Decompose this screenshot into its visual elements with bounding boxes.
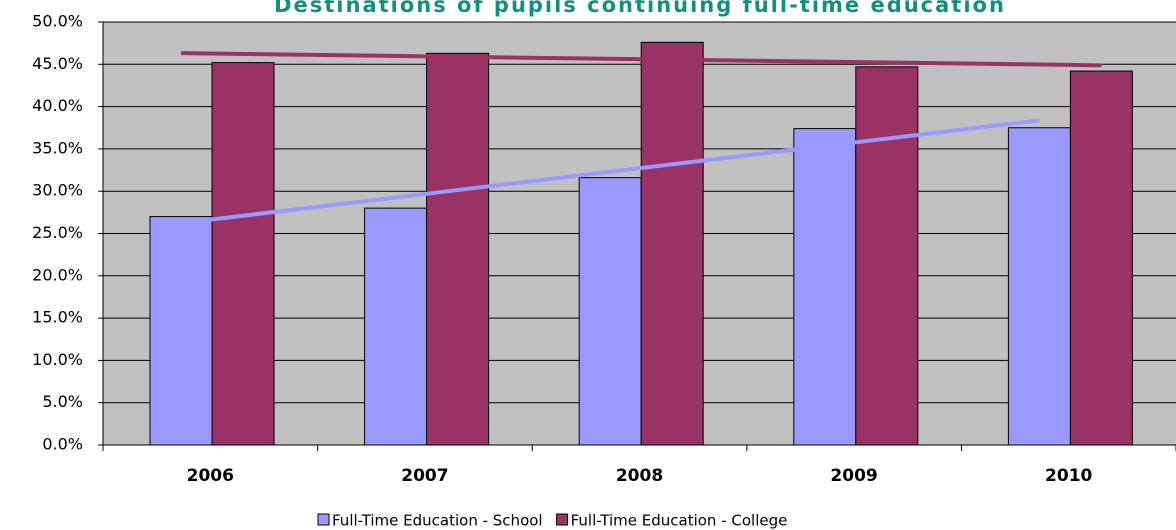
- x-tick-label: 2010: [1045, 466, 1092, 486]
- trendline: [180, 118, 1040, 226]
- legend-swatch: [556, 513, 569, 526]
- bar: [149, 216, 213, 446]
- bar: [855, 66, 919, 446]
- legend-swatch: [317, 513, 330, 526]
- x-tick-label: 2009: [830, 466, 877, 486]
- bar: [578, 177, 642, 446]
- x-tick-label: 2006: [187, 466, 234, 486]
- bar: [1069, 70, 1133, 446]
- chart-title: Destinations of pupils continuing full-t…: [274, 0, 1006, 17]
- y-tick-label: 45.0%: [32, 54, 83, 73]
- x-tick-label: 2008: [616, 466, 663, 486]
- y-tick-label: 5.0%: [42, 392, 83, 411]
- bar: [364, 207, 428, 446]
- bar: [793, 128, 857, 446]
- y-tick-label: 20.0%: [32, 265, 83, 284]
- y-tick-label: 0.0%: [42, 435, 83, 454]
- y-tick-label: 15.0%: [32, 308, 83, 327]
- y-tick-label: 25.0%: [32, 223, 83, 242]
- trendline: [180, 51, 1102, 68]
- y-tick-label: 35.0%: [32, 138, 83, 157]
- y-tick-label: 40.0%: [32, 96, 83, 115]
- y-tick-label: 10.0%: [32, 350, 83, 369]
- bar: [426, 52, 490, 446]
- bar: [211, 62, 275, 446]
- legend-label: Full-Time Education - College: [571, 512, 788, 530]
- y-tick-label: 30.0%: [32, 181, 83, 200]
- bar: [1007, 127, 1071, 446]
- bar: [640, 41, 704, 446]
- y-tick-label: 50.0%: [32, 12, 83, 31]
- x-tick-label: 2007: [401, 466, 448, 486]
- legend-label: Full-Time Education - School: [332, 512, 543, 530]
